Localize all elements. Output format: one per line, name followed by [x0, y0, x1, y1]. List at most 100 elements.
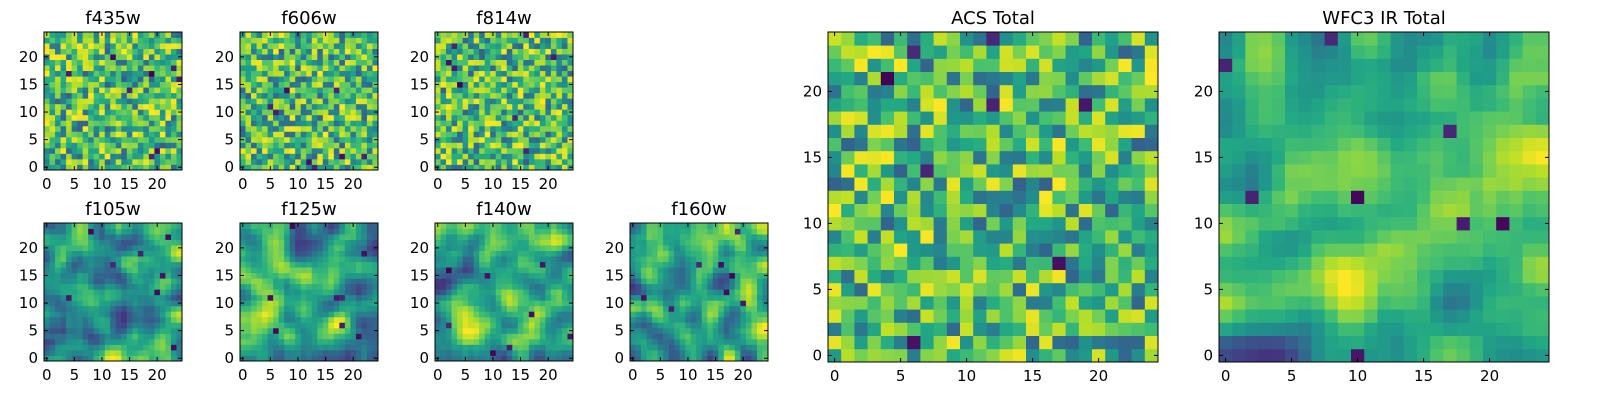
heatmap-cell	[82, 76, 89, 83]
heatmap-cell	[762, 305, 769, 312]
heatmap-cell	[495, 70, 502, 77]
heatmap-cell	[462, 228, 469, 235]
heatmap-cell	[115, 245, 122, 251]
heatmap-cell	[828, 296, 842, 310]
heatmap-cell	[154, 37, 161, 44]
heatmap-cell	[440, 245, 447, 251]
heatmap-cell	[630, 322, 636, 329]
heatmap-cell	[561, 327, 568, 334]
heatmap-cell	[561, 114, 568, 121]
heatmap-cell	[751, 239, 758, 246]
heatmap-cell	[690, 267, 697, 274]
heatmap-cell	[646, 355, 653, 362]
heatmap-cell	[484, 250, 491, 257]
heatmap-cell	[60, 32, 67, 38]
heatmap-cell	[137, 355, 144, 362]
heatmap-cell	[170, 76, 177, 83]
heatmap-cell	[328, 261, 335, 268]
heatmap-cell	[344, 327, 351, 334]
heatmap-cell	[148, 131, 155, 138]
heatmap-cell	[110, 250, 117, 257]
heatmap-cell	[317, 344, 324, 351]
heatmap-cell	[93, 239, 100, 246]
heatmap-cell	[550, 147, 557, 154]
heatmap-cell	[170, 338, 177, 345]
heatmap-cell	[451, 261, 458, 268]
heatmap-cell	[490, 234, 497, 240]
heatmap-cell	[121, 147, 128, 154]
heatmap-cell	[66, 294, 72, 301]
heatmap-cell	[561, 109, 568, 116]
heatmap-cell	[148, 87, 155, 94]
heatmap-cell	[333, 261, 340, 268]
heatmap-cell	[60, 311, 67, 318]
heatmap-cell	[99, 267, 106, 274]
heatmap-cell	[1012, 348, 1027, 363]
heatmap-cell	[55, 261, 61, 268]
heatmap-cell	[534, 316, 541, 323]
heatmap-cell	[88, 87, 95, 94]
heatmap-cell	[300, 114, 307, 121]
heatmap-cell	[71, 109, 78, 116]
heatmap-cell	[473, 76, 480, 83]
heatmap-cell	[132, 120, 139, 127]
heatmap-cell	[339, 234, 346, 240]
heatmap-cell	[339, 294, 346, 301]
heatmap-cell	[685, 228, 692, 235]
heatmap-cell	[240, 344, 246, 351]
heatmap-cell	[170, 289, 177, 296]
heatmap-cell	[132, 136, 139, 143]
heatmap-cell	[355, 228, 362, 235]
heatmap-cell	[372, 32, 379, 38]
heatmap-cell	[267, 98, 274, 105]
heatmap-cell	[328, 234, 335, 240]
heatmap-cell	[506, 256, 513, 263]
heatmap-cell	[126, 114, 133, 121]
heatmap-cell	[60, 76, 67, 83]
heatmap-cell	[545, 43, 552, 49]
heatmap-cell	[154, 256, 161, 263]
heatmap-cell	[484, 289, 491, 296]
heatmap-cell	[159, 153, 166, 160]
heatmap-cell	[646, 349, 653, 356]
heatmap-cell	[115, 59, 122, 66]
heatmap-cell	[473, 239, 480, 246]
heatmap-cell	[523, 278, 530, 285]
heatmap-cell	[707, 333, 714, 340]
heatmap-cell	[679, 267, 686, 274]
heatmap-cell	[49, 103, 56, 110]
heatmap-cell	[262, 76, 268, 83]
heatmap-cell	[300, 164, 307, 171]
heatmap-cell	[99, 234, 106, 240]
heatmap-cell	[350, 311, 357, 318]
heatmap-cell	[1012, 190, 1027, 204]
heatmap-cell	[506, 37, 513, 44]
heatmap-cell	[344, 272, 351, 279]
heatmap-cell	[907, 256, 921, 270]
heatmap-cell	[328, 65, 335, 72]
heatmap-cell	[148, 267, 155, 274]
heatmap-cell	[867, 164, 882, 178]
heatmap-cell	[495, 355, 502, 362]
heatmap-cell	[635, 245, 642, 251]
heatmap-cell	[646, 261, 653, 268]
heatmap-cell	[484, 239, 491, 246]
heatmap-cell	[446, 164, 452, 171]
heatmap-cell	[933, 309, 948, 323]
heatmap-cell	[495, 338, 502, 345]
heatmap-cell	[110, 333, 117, 340]
heatmap-cell	[435, 59, 441, 66]
heatmap-cell	[240, 256, 246, 263]
heatmap-cell	[284, 300, 291, 307]
heatmap-cell	[635, 256, 642, 263]
heatmap-cell	[126, 245, 133, 251]
heatmap-cell	[550, 70, 557, 77]
heatmap-cell	[867, 348, 882, 363]
heatmap-cell	[517, 98, 524, 105]
heatmap-cell	[267, 81, 274, 88]
heatmap-cell	[372, 267, 379, 274]
heatmap-cell	[446, 92, 452, 99]
heatmap-cell	[372, 228, 379, 235]
heatmap-cell	[322, 114, 329, 121]
